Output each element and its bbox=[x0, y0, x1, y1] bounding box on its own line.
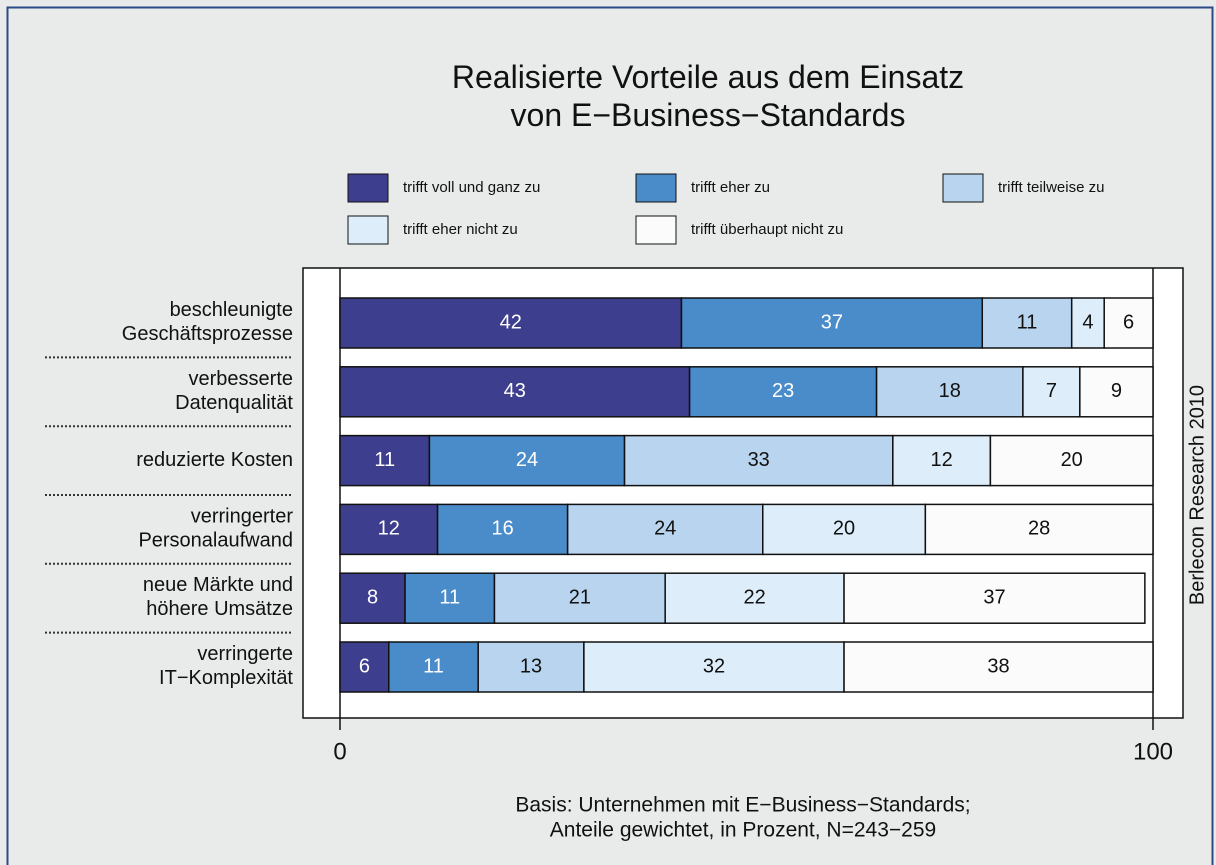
category-label: neue Märkte und höhere Umsätze bbox=[143, 574, 293, 620]
value-label: 11 bbox=[1017, 311, 1038, 333]
bar-segment bbox=[339, 366, 691, 418]
value-label: 11 bbox=[374, 449, 395, 471]
category-label: beschleunigte Geschäftsprozesse bbox=[122, 299, 293, 345]
bar-segment bbox=[1070, 297, 1105, 349]
legend-swatch bbox=[347, 215, 389, 245]
value-label: 6 bbox=[359, 655, 370, 677]
bar-segment bbox=[843, 572, 1146, 624]
value-label: 37 bbox=[821, 311, 843, 333]
value-label: 32 bbox=[703, 655, 725, 677]
value-label: 6 bbox=[1123, 311, 1134, 333]
legend-label: trifft voll und ganz zu bbox=[403, 179, 540, 196]
value-label: 24 bbox=[516, 449, 538, 471]
value-label: 20 bbox=[1061, 449, 1083, 471]
bar-segment bbox=[680, 297, 984, 349]
bar-segment bbox=[1022, 366, 1081, 418]
bar-segment bbox=[339, 297, 683, 349]
bar-segment bbox=[436, 503, 569, 556]
bar-segment bbox=[875, 366, 1024, 418]
legend-label: trifft eher nicht zu bbox=[403, 221, 518, 238]
bar-segment bbox=[989, 434, 1154, 487]
bar-segment bbox=[762, 503, 927, 556]
bar-segment bbox=[623, 434, 894, 487]
legend-label: trifft eher zu bbox=[691, 179, 770, 196]
value-label: 12 bbox=[378, 518, 400, 540]
category-label: verbesserte Datenqualität bbox=[175, 368, 293, 414]
bar-segment bbox=[477, 641, 585, 693]
value-label: 21 bbox=[569, 586, 591, 608]
value-label: 20 bbox=[833, 518, 855, 540]
value-label: 9 bbox=[1111, 380, 1122, 402]
value-label: 18 bbox=[939, 380, 961, 402]
footnote: Basis: Unternehmen mit E−Business−Standa… bbox=[515, 793, 970, 841]
value-label: 42 bbox=[500, 311, 522, 333]
value-label: 13 bbox=[520, 655, 542, 677]
bar-segment bbox=[1103, 297, 1154, 349]
value-label: 7 bbox=[1046, 380, 1057, 402]
bar-segment bbox=[428, 434, 626, 487]
value-label: 16 bbox=[491, 518, 513, 540]
chart-title: Realisierte Vorteile aus dem Einsatz von … bbox=[452, 59, 964, 133]
legend-swatch bbox=[635, 215, 677, 245]
legend-swatch bbox=[942, 173, 984, 203]
category-label: verringerte IT−Komplexität bbox=[159, 643, 293, 689]
legend-swatch bbox=[347, 173, 389, 203]
value-label: 22 bbox=[744, 586, 766, 608]
bar-segment bbox=[339, 572, 406, 624]
bar-segment bbox=[493, 572, 666, 624]
value-label: 24 bbox=[654, 518, 676, 540]
bar-segment bbox=[404, 572, 496, 624]
legend-swatch bbox=[635, 173, 677, 203]
value-label: 43 bbox=[504, 380, 526, 402]
bar-segment bbox=[688, 366, 878, 418]
category-label: verringerter Personalaufwand bbox=[138, 506, 293, 552]
value-label: 4 bbox=[1082, 311, 1093, 333]
bar-segment bbox=[892, 434, 992, 487]
value-label: 28 bbox=[1028, 518, 1050, 540]
category-label: reduzierte Kosten bbox=[136, 449, 293, 471]
source: Berlecon Research 2010 bbox=[1186, 385, 1208, 605]
value-label: 33 bbox=[748, 449, 770, 471]
bar-segment bbox=[924, 503, 1154, 556]
bar-segment bbox=[981, 297, 1073, 349]
bar-segment bbox=[339, 434, 431, 487]
value-label: 23 bbox=[772, 380, 794, 402]
bar-segment bbox=[1079, 366, 1154, 418]
value-label: 11 bbox=[439, 586, 460, 608]
bar-segment bbox=[388, 641, 479, 693]
x-tick-label: 0 bbox=[333, 738, 346, 765]
bar-segment bbox=[339, 641, 390, 693]
value-label: 12 bbox=[930, 449, 952, 471]
legend-label: trifft überhaupt nicht zu bbox=[691, 221, 843, 238]
value-label: 38 bbox=[987, 655, 1009, 677]
legend-label: trifft teilweise zu bbox=[998, 179, 1104, 196]
value-label: 8 bbox=[367, 586, 378, 608]
value-label: 37 bbox=[983, 586, 1005, 608]
value-label: 11 bbox=[423, 655, 444, 677]
x-tick-label: 100 bbox=[1133, 738, 1173, 765]
border bbox=[6, 6, 1214, 865]
bar-segment bbox=[843, 641, 1154, 693]
bar-segment bbox=[339, 503, 439, 556]
bar-segment bbox=[664, 572, 845, 624]
